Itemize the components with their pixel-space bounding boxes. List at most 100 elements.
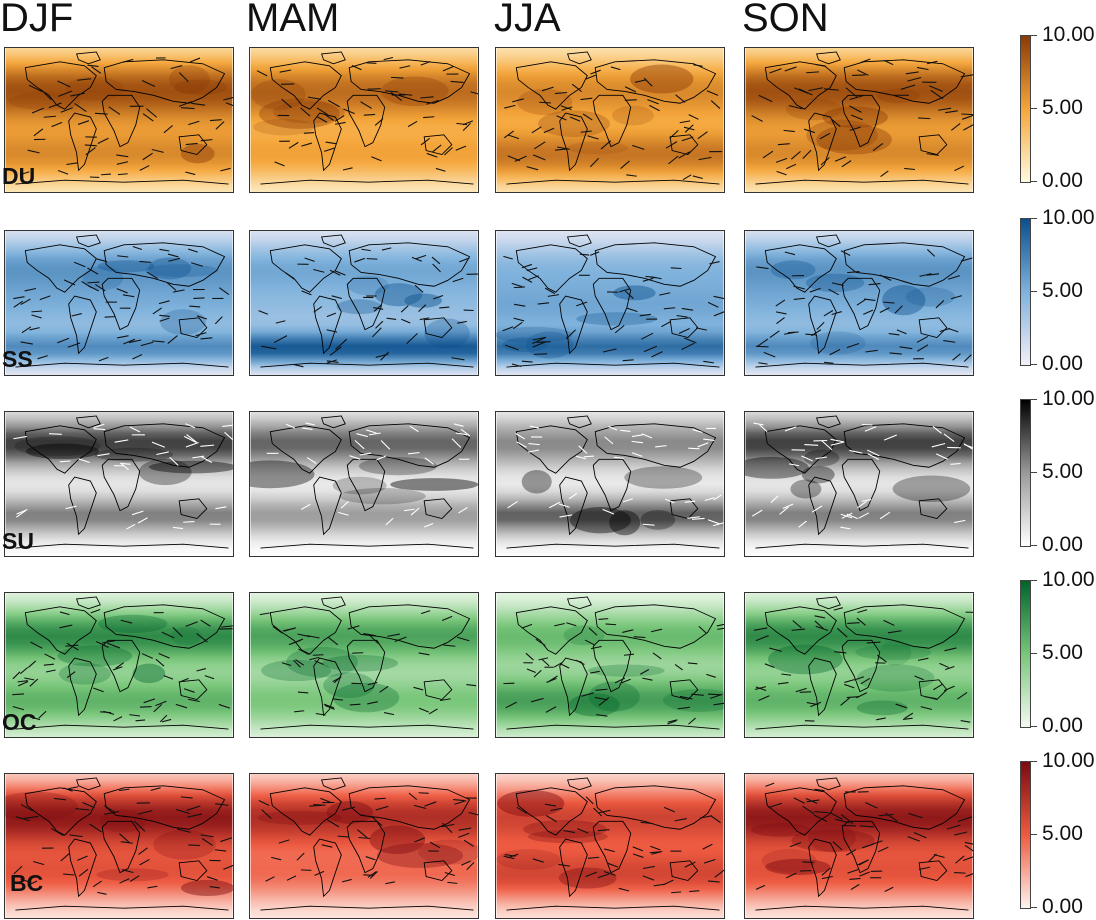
wind-vector [383, 56, 394, 61]
wind-vector [962, 856, 973, 862]
wind-vector [441, 823, 455, 828]
wind-vector [905, 71, 919, 75]
wind-vector [632, 853, 644, 858]
wind-vector [185, 171, 196, 176]
wind-vector [458, 507, 468, 514]
wind-vector [857, 501, 867, 509]
wind-vector [337, 835, 350, 838]
wind-vector [689, 890, 700, 893]
coastline [808, 112, 837, 172]
wind-vector [783, 129, 795, 133]
wind-vector [70, 92, 85, 97]
wind-vector [600, 140, 612, 150]
colorbar-tick-mark [1031, 726, 1037, 727]
wind-vector [142, 152, 153, 161]
wind-vector [597, 873, 610, 879]
wind-vector [295, 659, 305, 666]
wind-vector [758, 94, 773, 103]
wind-vector [223, 97, 233, 101]
wind-vector [447, 881, 458, 884]
wind-vector [429, 841, 441, 849]
wind-vector [883, 619, 895, 626]
coastline [843, 59, 966, 104]
wind-vector [185, 621, 198, 627]
wind-vector [954, 165, 965, 172]
wind-vector [300, 107, 311, 117]
wind-vector [857, 69, 869, 76]
wind-vector [863, 309, 874, 315]
wind-vector [849, 105, 862, 113]
wind-vector [815, 456, 828, 460]
wind-vector [707, 301, 719, 308]
wind-vector [200, 834, 214, 838]
wind-vector [153, 703, 163, 713]
coastline [75, 596, 101, 610]
concentration-patch [525, 331, 574, 359]
colorbar-tick-label: 10.00 [1042, 568, 1095, 591]
coastline [24, 787, 97, 836]
coastline [515, 787, 588, 836]
wind-vector [161, 631, 175, 639]
wind-vector [580, 130, 592, 133]
wind-vector [717, 627, 724, 630]
world-map [745, 774, 973, 918]
wind-vector [117, 335, 129, 339]
wind-vector [902, 717, 913, 720]
season-title-mam: MAM [246, 0, 340, 40]
wind-vector [147, 885, 158, 889]
wind-vector [31, 310, 43, 313]
wind-vector [598, 618, 609, 620]
wind-vector [710, 100, 721, 109]
wind-vector [342, 167, 353, 171]
wind-vector [879, 511, 891, 520]
row-label-oc: OC [2, 709, 37, 735]
coastline [178, 134, 208, 156]
wind-vector [576, 828, 589, 834]
wind-vector [67, 342, 81, 348]
wind-vector [181, 107, 195, 110]
wind-vector [834, 651, 847, 654]
coastline [592, 820, 632, 874]
wind-vector [131, 510, 144, 516]
wind-vector [632, 846, 644, 852]
wind-vector [861, 843, 874, 849]
wind-vector [751, 509, 763, 517]
concentration-patch [768, 644, 843, 675]
wind-vector [849, 95, 864, 101]
wind-vector [215, 121, 225, 130]
wind-vector [899, 346, 913, 350]
concentration-patch [323, 672, 375, 699]
wind-vector [453, 423, 464, 427]
wind-vector [883, 434, 897, 441]
wind-vector [755, 635, 769, 642]
wind-vector [917, 657, 929, 661]
concentration-patch [881, 285, 926, 316]
wind-vector [281, 662, 292, 667]
wind-vector [415, 254, 427, 260]
wind-vector [784, 251, 796, 256]
wind-vector [315, 712, 326, 716]
wind-vector [681, 307, 694, 311]
wind-vector [12, 671, 21, 680]
wind-vector [849, 449, 863, 454]
wind-vector [531, 126, 542, 134]
wind-vector [159, 714, 168, 723]
wind-vector [450, 80, 464, 83]
wind-vector [528, 443, 540, 446]
wind-vector [665, 498, 675, 504]
wind-vector [541, 86, 554, 92]
wind-vector [563, 829, 575, 834]
coastline [178, 498, 208, 520]
wind-vector [288, 639, 301, 646]
wind-vector [566, 622, 577, 627]
wind-vector [186, 805, 201, 811]
colorbar-tick-mark [1031, 834, 1037, 835]
wind-vector [85, 147, 96, 156]
wind-vector [27, 880, 38, 886]
coastline [559, 657, 588, 717]
wind-vector [116, 288, 128, 294]
wind-vector [512, 98, 524, 103]
wind-vector [859, 825, 875, 828]
wind-vector [113, 716, 123, 722]
wind-vector [460, 428, 471, 437]
